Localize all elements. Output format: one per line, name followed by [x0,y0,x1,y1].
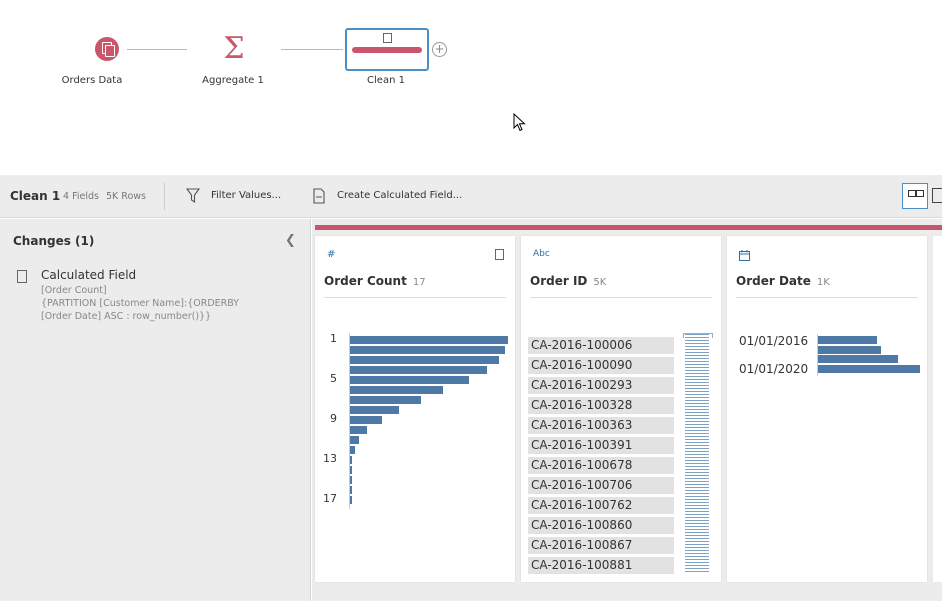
distinct-count: 17 [412,277,426,288]
histogram-tick-label: 9 [330,412,337,425]
field-name-text: Order Count [324,274,407,288]
filter-icon[interactable] [186,188,200,204]
step-toolbar: Clean 1 4 Fields 5K Rows Filter Values..… [0,175,942,218]
profile-card-order-id[interactable]: Abc Order ID 5K CA-2016-100006 CA-2016-100… [521,236,721,582]
histogram-tick-label: 01/01/2016 [739,334,809,348]
histogram-bar[interactable] [350,486,352,494]
field-name[interactable]: Order Count 17 [324,274,426,288]
histogram-bar[interactable] [350,386,444,394]
distinct-count: 1K [816,277,830,288]
formula-line: [Order Count] [41,285,107,296]
order-id-value[interactable]: CA-2016-100860 [528,517,674,534]
order-id-value[interactable]: CA-2016-100363 [528,417,674,434]
histogram-bar[interactable] [350,376,469,384]
change-item-formula: [Order Count] {PARTITION [Customer Name]… [41,284,261,323]
header-divider [324,297,506,298]
histogram-tick-label: 13 [323,452,337,465]
step-title: Clean 1 [10,189,61,203]
histogram-tick-label: 5 [330,372,337,385]
changes-panel: Changes (1) ❮ Calculated Field [Order Co… [0,219,311,601]
formula-line: {PARTITION [Customer Name]:{ORDERBY [41,298,240,309]
calculated-field-icon [495,249,504,260]
create-calculated-field-button[interactable]: Create Calculated Field... [337,190,463,201]
field-name[interactable]: Order ID 5K [530,274,606,288]
histogram-bar[interactable] [350,476,352,484]
order-id-distribution[interactable] [685,334,709,574]
header-divider [736,297,918,298]
string-type-icon[interactable]: Abc [533,249,550,259]
histogram-bar[interactable] [350,366,488,374]
filter-values-button[interactable]: Filter Values... [211,190,282,201]
histogram-bar[interactable] [350,346,505,354]
histogram-bar[interactable] [350,416,382,424]
histogram-tick-label: 01/01/2020 [739,361,809,376]
scroll-indicator [683,333,713,338]
histogram-bar[interactable] [818,355,898,363]
order-id-value[interactable]: CA-2016-100293 [528,377,674,394]
histogram-bar[interactable] [350,396,422,404]
histogram-bar[interactable] [350,446,355,454]
field-count: 4 Fields [63,191,99,202]
formula-line: [Order Date] ASC : row_number()}} [41,311,212,322]
order-id-value[interactable]: CA-2016-100006 [528,337,674,354]
calculated-field-icon [17,270,27,283]
histogram-bar[interactable] [818,364,920,373]
order-id-value[interactable]: CA-2016-100328 [528,397,674,414]
change-item-title[interactable]: Calculated Field [41,268,137,282]
field-name[interactable]: Order Date 1K [736,274,830,288]
connector-line [127,49,187,50]
clean-step-node[interactable] [345,28,429,71]
changes-title: Changes (1) [13,234,95,248]
histogram-tick-label: 1 [330,332,337,345]
collapse-panel-icon[interactable]: ❮ [285,233,296,248]
data-grid-view-icon[interactable] [932,188,942,203]
order-id-value[interactable]: CA-2016-100867 [528,537,674,554]
field-name-text: Order Date [736,274,811,288]
row-count: 5K Rows [106,191,146,202]
clean-step-icon [352,47,422,53]
histogram-bar[interactable] [350,356,499,364]
histogram-bar[interactable] [818,345,882,354]
histogram-bar[interactable] [350,406,399,414]
mouse-cursor-icon [513,113,526,132]
document-icon [383,33,392,43]
histogram-tick-label: 17 [323,492,337,505]
profile-card-order-date[interactable]: Order Date 1K 01/01/2016 01/01/2020 [727,236,927,582]
calendar-icon[interactable] [739,250,750,261]
histogram-bar[interactable] [350,336,508,344]
sigma-icon[interactable]: Σ [223,31,245,66]
data-source-icon[interactable] [95,37,119,61]
histogram-bar[interactable] [350,426,368,434]
toolbar-divider [164,183,165,210]
order-id-value[interactable]: CA-2016-100678 [528,457,674,474]
node-label-orders-data: Orders Data [61,75,123,86]
histogram-axis [817,334,818,376]
calculated-field-icon[interactable] [313,188,325,204]
profile-pane: # Order Count 17 1 5 9 13 17 Abc Order ID 5K C… [312,219,942,601]
histogram-bar[interactable] [350,436,360,444]
profile-card-order-count[interactable]: # Order Count 17 1 5 9 13 17 [315,236,515,582]
node-label-aggregate: Aggregate 1 [202,75,264,86]
distinct-count: 5K [593,277,607,288]
histogram-bar[interactable] [350,496,352,504]
clean-step-strip [315,225,942,230]
histogram-bar[interactable] [350,466,352,474]
add-step-icon[interactable]: + [432,42,447,57]
header-divider [530,297,712,298]
histogram-bar[interactable] [350,456,353,464]
order-id-value[interactable]: CA-2016-100090 [528,357,674,374]
histogram-bar[interactable] [818,336,878,344]
node-label-clean: Clean 1 [367,75,405,86]
profile-view-toggle[interactable] [902,183,928,209]
order-id-value[interactable]: CA-2016-100881 [528,557,674,574]
order-id-value[interactable]: CA-2016-100762 [528,497,674,514]
next-profile-card[interactable] [933,236,942,582]
connector-line [281,49,343,50]
order-id-value[interactable]: CA-2016-100391 [528,437,674,454]
order-id-value[interactable]: CA-2016-100706 [528,477,674,494]
histogram-axis [349,333,350,509]
flow-canvas[interactable]: Orders Data Σ Aggregate 1 Clean 1 + [0,0,942,175]
number-type-icon[interactable]: # [327,249,336,260]
field-name-text: Order ID [530,274,588,288]
